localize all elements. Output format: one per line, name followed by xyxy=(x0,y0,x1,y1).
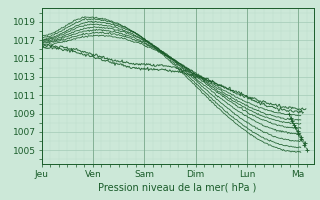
X-axis label: Pression niveau de la mer( hPa ): Pression niveau de la mer( hPa ) xyxy=(99,183,257,193)
